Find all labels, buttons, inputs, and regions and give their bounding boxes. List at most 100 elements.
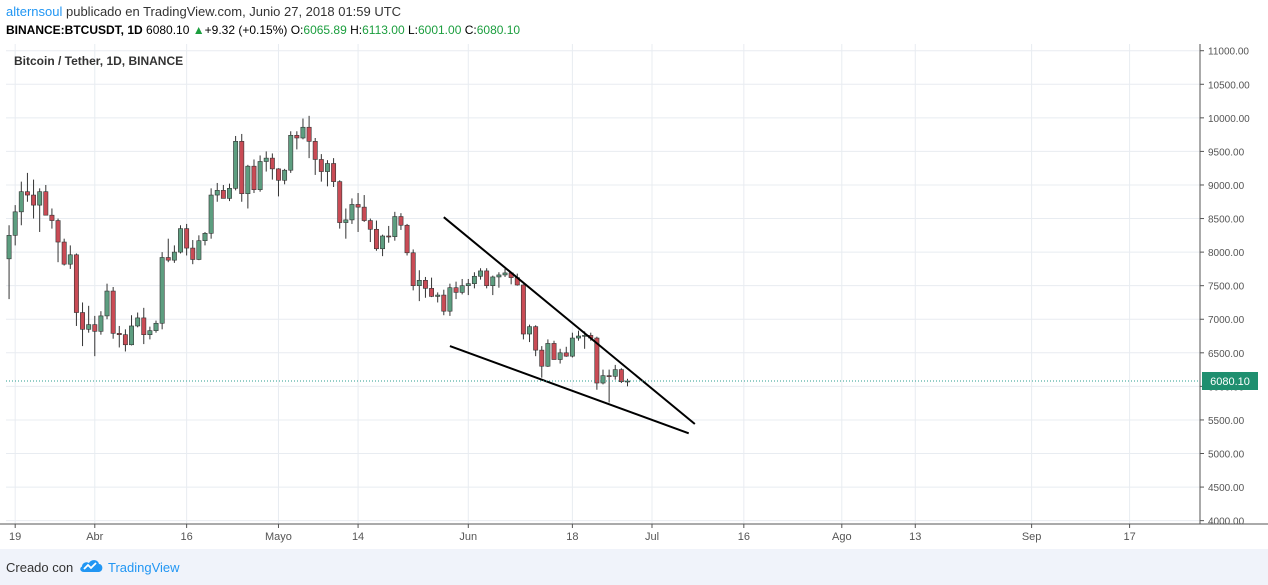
publish-text: publicado en TradingView.com, Junio 27, …: [62, 4, 402, 19]
x-tick-label: 17: [1123, 531, 1135, 543]
y-tick-label: 5500.00: [1208, 416, 1245, 427]
candle-body: [569, 337, 575, 357]
candle-body: [129, 325, 134, 346]
candle-body: [43, 191, 49, 216]
candle-body: [98, 315, 104, 332]
candle-body: [527, 326, 532, 335]
candle-body: [416, 280, 422, 286]
candle-body: [331, 163, 337, 182]
candle-body: [349, 204, 355, 221]
x-tick-label: Jun: [459, 531, 477, 543]
price-label: 6080.10: [1210, 376, 1250, 388]
candle-body: [337, 181, 343, 223]
candle-body: [490, 276, 496, 286]
candle-body: [465, 283, 471, 286]
candle-body: [245, 165, 251, 195]
candle-body: [269, 157, 275, 170]
candle-body: [159, 257, 165, 324]
candle-body: [618, 369, 624, 382]
x-tick-label: 14: [352, 531, 364, 543]
candle-body: [37, 191, 43, 206]
candle-body: [325, 163, 330, 172]
candle-body: [429, 288, 434, 297]
candle-body: [478, 270, 483, 277]
candle-body: [563, 352, 569, 357]
candle-body: [18, 191, 24, 213]
open-value: 6065.89: [303, 23, 347, 37]
candle-body: [31, 194, 36, 206]
candle-body: [165, 257, 171, 261]
candle-body: [86, 324, 92, 330]
x-tick-label: Jul: [645, 531, 659, 543]
candle-body: [208, 194, 214, 234]
candle-body: [606, 375, 612, 377]
candle-body: [318, 159, 324, 172]
candle-body: [386, 235, 392, 238]
candle-body: [73, 254, 79, 313]
x-tick-label: 18: [566, 531, 578, 543]
y-tick-label: 5000.00: [1208, 450, 1245, 461]
candle-body: [239, 141, 245, 195]
y-tick-label: 7500.00: [1208, 282, 1245, 293]
symbol-label: BINANCE:BTCUSDT, 1D: [6, 23, 143, 37]
candle-body: [600, 375, 606, 384]
candle-body: [61, 241, 67, 265]
y-tick-label: 4000.00: [1208, 517, 1245, 528]
x-tick-label: 19: [9, 531, 21, 543]
candle-body: [282, 169, 288, 181]
candle-body: [594, 337, 600, 384]
candle-body: [551, 343, 557, 360]
price-label-bg: [1202, 372, 1258, 391]
candle-body: [184, 228, 190, 249]
candle-body: [545, 343, 551, 367]
x-tick-label: Mayo: [265, 531, 292, 543]
high-label: H:: [350, 23, 363, 37]
candle-body: [104, 290, 110, 317]
candlestick-chart[interactable]: 4000.004500.005000.005500.006000.006500.…: [0, 44, 1268, 549]
y-tick-label: 9500.00: [1208, 147, 1245, 158]
candle-body: [67, 254, 73, 265]
y-tick-label: 8000.00: [1208, 248, 1245, 259]
footer: Creado con TradingView: [0, 549, 1268, 585]
candle-body: [190, 247, 196, 260]
candle-body: [343, 219, 349, 223]
candle-body: [355, 204, 361, 208]
change-up-icon: ▲: [192, 23, 205, 37]
candle-body: [422, 280, 428, 289]
candle-body: [435, 294, 441, 297]
candle-body: [214, 190, 220, 196]
candle-body: [410, 252, 416, 286]
candle-body: [257, 161, 263, 190]
author-link[interactable]: alternsoul: [6, 4, 63, 19]
candle-body: [263, 157, 269, 162]
last-price: 6080.10: [146, 23, 190, 37]
ohlc-legend: BINANCE:BTCUSDT, 1D 6080.10 ▲+9.32 (+0.1…: [6, 23, 520, 37]
candle-body: [361, 206, 367, 221]
y-tick-label: 6500.00: [1208, 349, 1245, 360]
tradingview-link[interactable]: TradingView: [108, 560, 180, 575]
y-tick-label: 11000.00: [1208, 47, 1249, 58]
candle-body: [49, 214, 55, 221]
candle-body: [459, 285, 465, 293]
candle-body: [141, 317, 147, 335]
y-tick-label: 10000.00: [1208, 114, 1250, 125]
low-value: 6001.00: [417, 23, 462, 37]
candle-body: [306, 126, 312, 142]
chart-header: alternsoul publicado en TradingView.com,…: [0, 0, 1268, 44]
candle-body: [196, 240, 202, 260]
chart-area[interactable]: 4000.004500.005000.005500.006000.006500.…: [0, 44, 1268, 549]
candle-body: [171, 251, 177, 261]
x-tick-label: 16: [738, 531, 750, 543]
tradingview-cloud-icon[interactable]: [78, 558, 104, 574]
candle-body: [6, 235, 12, 260]
candle-body: [135, 317, 141, 327]
candle-body: [533, 326, 539, 351]
open-label: O:: [290, 23, 304, 37]
candle-body: [55, 220, 61, 243]
candle-body: [202, 233, 208, 241]
x-tick-label: Abr: [86, 531, 103, 543]
candle-body: [12, 211, 18, 236]
candle-body: [367, 220, 373, 230]
candle-body: [380, 235, 386, 250]
candle-body: [453, 287, 459, 293]
